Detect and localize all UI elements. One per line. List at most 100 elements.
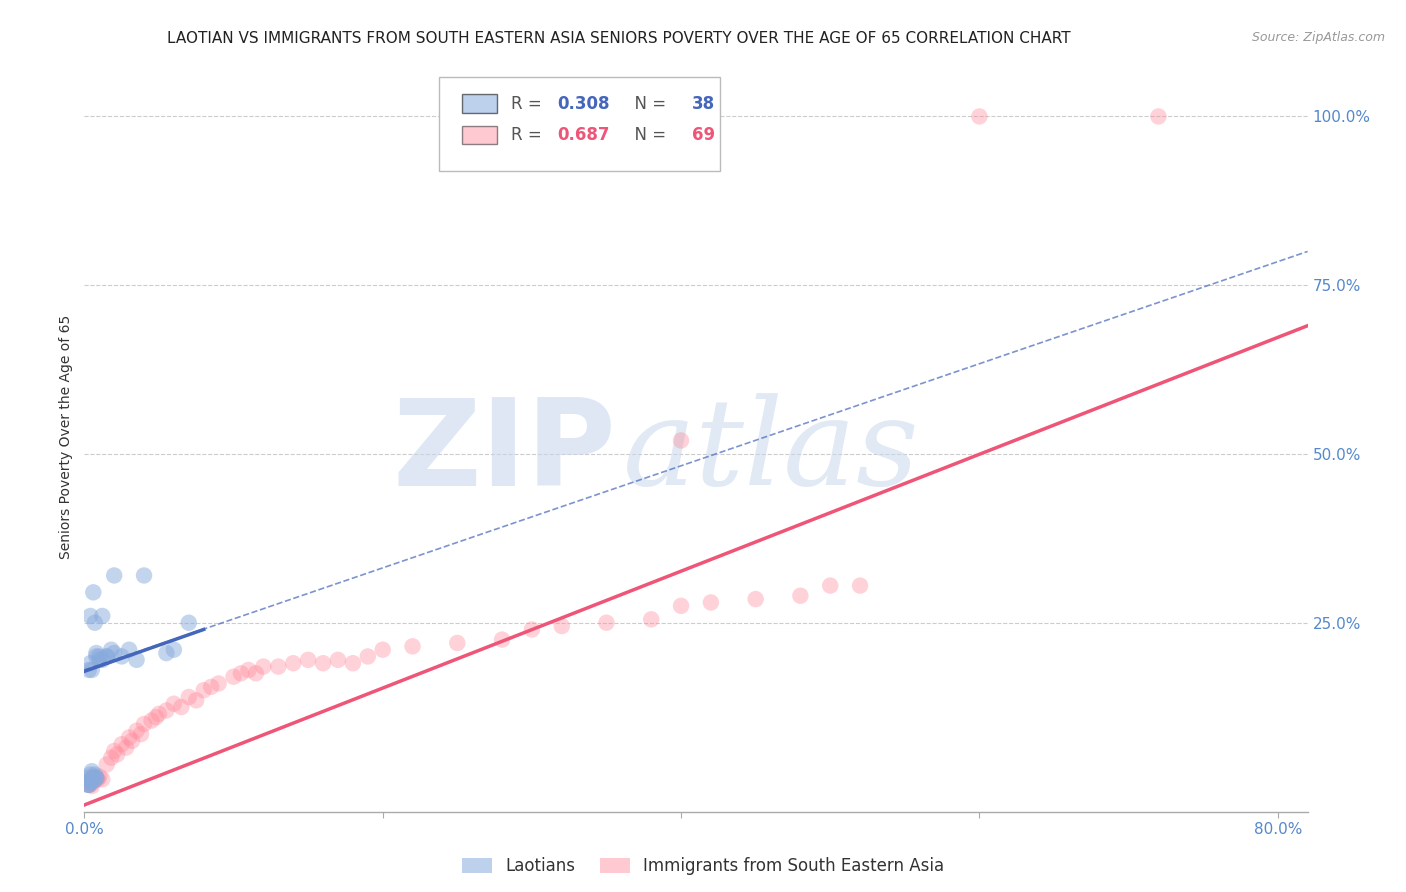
Y-axis label: Seniors Poverty Over the Age of 65: Seniors Poverty Over the Age of 65 bbox=[59, 315, 73, 559]
Point bbox=[105, 747, 128, 762]
Point bbox=[669, 599, 692, 613]
Point bbox=[96, 757, 118, 772]
Point bbox=[77, 778, 100, 792]
Point bbox=[80, 771, 103, 785]
Point bbox=[446, 636, 468, 650]
Point bbox=[238, 663, 260, 677]
Point bbox=[84, 646, 107, 660]
Point bbox=[83, 767, 105, 781]
Point bbox=[401, 640, 423, 654]
Point bbox=[849, 578, 872, 592]
Point bbox=[80, 764, 103, 779]
Point bbox=[155, 703, 177, 717]
Point bbox=[82, 771, 104, 785]
Point bbox=[84, 771, 107, 785]
Text: Source: ZipAtlas.com: Source: ZipAtlas.com bbox=[1251, 31, 1385, 45]
Point bbox=[89, 649, 111, 664]
Point bbox=[551, 619, 574, 633]
Point bbox=[87, 772, 110, 787]
Text: R =: R = bbox=[512, 95, 547, 112]
Legend: Laotians, Immigrants from South Eastern Asia: Laotians, Immigrants from South Eastern … bbox=[456, 851, 950, 882]
Point bbox=[132, 717, 155, 731]
Point bbox=[83, 770, 105, 784]
Point bbox=[82, 774, 104, 789]
Point bbox=[222, 670, 245, 684]
Point bbox=[125, 653, 148, 667]
Point bbox=[91, 653, 114, 667]
Point bbox=[357, 649, 380, 664]
Point bbox=[141, 714, 163, 728]
Point bbox=[79, 778, 101, 792]
Point bbox=[177, 690, 200, 704]
Point bbox=[118, 731, 141, 745]
Point bbox=[177, 615, 200, 630]
FancyBboxPatch shape bbox=[463, 95, 496, 113]
Point bbox=[76, 778, 98, 792]
Text: 0.308: 0.308 bbox=[558, 95, 610, 112]
Point bbox=[84, 772, 107, 787]
FancyBboxPatch shape bbox=[463, 126, 496, 145]
Point bbox=[118, 642, 141, 657]
Point bbox=[700, 595, 723, 609]
Point bbox=[148, 706, 170, 721]
Point bbox=[111, 737, 134, 751]
Point bbox=[103, 744, 125, 758]
Point bbox=[96, 649, 118, 664]
Point bbox=[103, 568, 125, 582]
Point bbox=[283, 657, 305, 671]
Point bbox=[82, 771, 104, 785]
Text: LAOTIAN VS IMMIGRANTS FROM SOUTH EASTERN ASIA SENIORS POVERTY OVER THE AGE OF 65: LAOTIAN VS IMMIGRANTS FROM SOUTH EASTERN… bbox=[167, 31, 1070, 46]
Point bbox=[744, 592, 766, 607]
Point bbox=[103, 646, 125, 660]
Point bbox=[84, 771, 107, 785]
Point bbox=[111, 649, 134, 664]
Point bbox=[342, 657, 364, 671]
Point bbox=[77, 775, 100, 789]
Point bbox=[96, 649, 118, 664]
Point bbox=[91, 609, 114, 624]
Point bbox=[267, 659, 290, 673]
Point bbox=[115, 740, 138, 755]
Point bbox=[595, 615, 617, 630]
Point bbox=[80, 779, 103, 793]
Point bbox=[80, 663, 103, 677]
Point bbox=[640, 612, 662, 626]
Text: ZIP: ZIP bbox=[392, 393, 616, 510]
Point bbox=[83, 615, 105, 630]
Point bbox=[132, 568, 155, 582]
Text: R =: R = bbox=[512, 126, 547, 145]
Point bbox=[82, 773, 104, 788]
Point bbox=[79, 767, 101, 781]
Point bbox=[77, 774, 100, 789]
Text: N =: N = bbox=[624, 126, 671, 145]
Point bbox=[1147, 110, 1170, 124]
Point bbox=[145, 710, 167, 724]
Point bbox=[229, 666, 252, 681]
FancyBboxPatch shape bbox=[439, 78, 720, 171]
Text: N =: N = bbox=[624, 95, 671, 112]
Point bbox=[186, 693, 208, 707]
Point bbox=[297, 653, 319, 667]
Point bbox=[491, 632, 513, 647]
Point bbox=[163, 697, 186, 711]
Point bbox=[129, 727, 152, 741]
Point bbox=[326, 653, 349, 667]
Point bbox=[100, 642, 122, 657]
Point bbox=[170, 700, 193, 714]
Point bbox=[89, 770, 111, 784]
Point bbox=[79, 774, 101, 789]
Point bbox=[82, 585, 104, 599]
Point bbox=[79, 776, 101, 790]
Text: atlas: atlas bbox=[623, 393, 920, 511]
Point bbox=[312, 657, 335, 671]
Point bbox=[155, 646, 177, 660]
Point bbox=[245, 666, 267, 681]
Point bbox=[77, 778, 100, 792]
Point bbox=[77, 778, 100, 792]
Point bbox=[193, 683, 215, 698]
Point bbox=[371, 642, 394, 657]
Point bbox=[89, 653, 111, 667]
Point bbox=[79, 657, 101, 671]
Point bbox=[789, 589, 811, 603]
Point bbox=[79, 609, 101, 624]
